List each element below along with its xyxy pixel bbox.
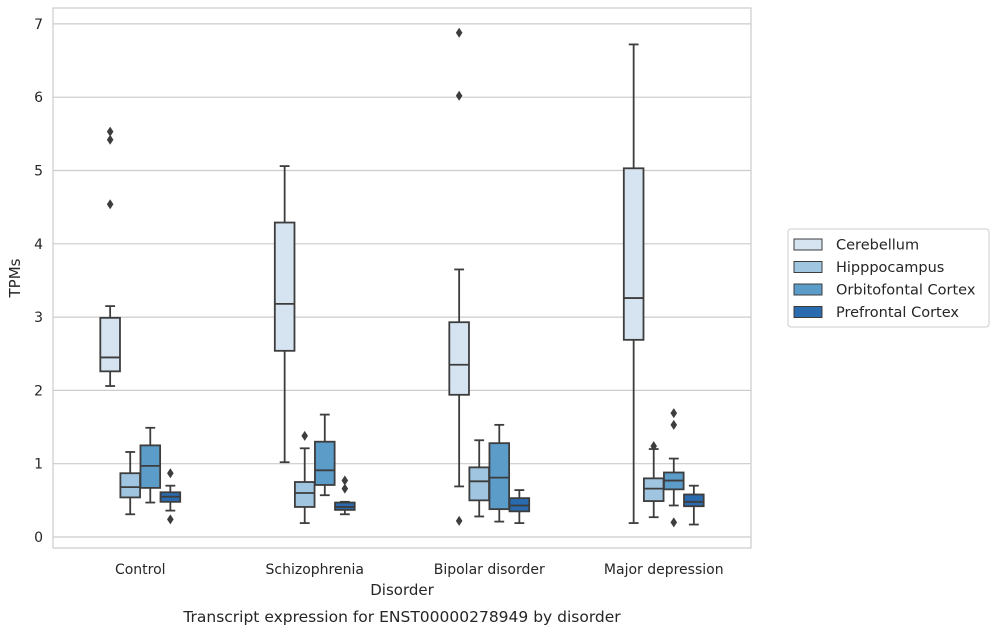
box	[622, 167, 645, 341]
outlier-point	[455, 515, 463, 526]
legend-swatch	[793, 238, 823, 251]
legend-label: Hipppocampus	[836, 260, 944, 276]
legend-swatch	[793, 306, 823, 318]
y-tick-label: 6	[34, 90, 43, 106]
legend-swatch	[793, 283, 823, 296]
x-tick-label: Control	[115, 562, 166, 578]
outlier-point	[341, 475, 349, 486]
x-tick-label: Major depression	[604, 562, 724, 578]
box	[99, 316, 121, 373]
grid	[53, 23, 751, 538]
legend-swatch	[793, 261, 823, 273]
outlier-point	[341, 483, 349, 494]
y-tick-label: 2	[34, 383, 43, 399]
box	[314, 440, 336, 486]
outlier-point	[167, 468, 174, 479]
box	[488, 442, 511, 511]
y-tick-label: 1	[34, 457, 43, 473]
outlier-point	[301, 430, 309, 441]
box	[119, 472, 141, 499]
plot-frame	[52, 7, 752, 549]
box	[468, 466, 490, 502]
legend: Cerebellum Hipppocampus Orbitofontal Corte…	[787, 228, 990, 328]
y-tick-label: 7	[34, 17, 43, 33]
box	[273, 221, 296, 352]
box	[293, 481, 316, 508]
outlier-point	[670, 517, 678, 528]
outlier-point	[670, 408, 678, 419]
legend-label: Orbitofontal Cortex	[836, 283, 976, 299]
outlier-point	[455, 27, 463, 38]
x-tick-label: Schizophrenia	[266, 562, 364, 578]
outlier-point	[106, 199, 114, 210]
y-tick-label: 5	[34, 164, 43, 180]
legend-frame	[787, 228, 990, 328]
outlier-point	[167, 514, 174, 525]
outlier-point	[106, 126, 114, 137]
y-tick-label: 4	[34, 237, 43, 253]
legend-label: Cerebellum	[836, 238, 919, 254]
legend-label: Prefrontal Cortex	[836, 305, 959, 321]
boxes	[99, 27, 705, 528]
x-axis: Control Schizophrenia Bipolar disorder Majo…	[115, 562, 724, 578]
y-tick-label: 3	[34, 310, 43, 326]
outlier-point	[650, 441, 658, 452]
box	[448, 321, 470, 396]
box	[642, 477, 665, 502]
chart-caption: Transcript expression for ENST0000027894…	[182, 608, 621, 626]
y-axis: 0 1 2 3 4 5 6 7	[34, 17, 43, 546]
y-tick-label: 0	[34, 530, 43, 546]
outlier-point	[455, 90, 463, 101]
box	[683, 493, 705, 508]
x-axis-label: Disorder	[370, 581, 434, 599]
outlier-point	[670, 419, 678, 430]
outlier-point	[106, 134, 114, 145]
x-tick-label: Bipolar disorder	[434, 562, 545, 578]
y-axis-label: TPMs	[6, 258, 24, 298]
